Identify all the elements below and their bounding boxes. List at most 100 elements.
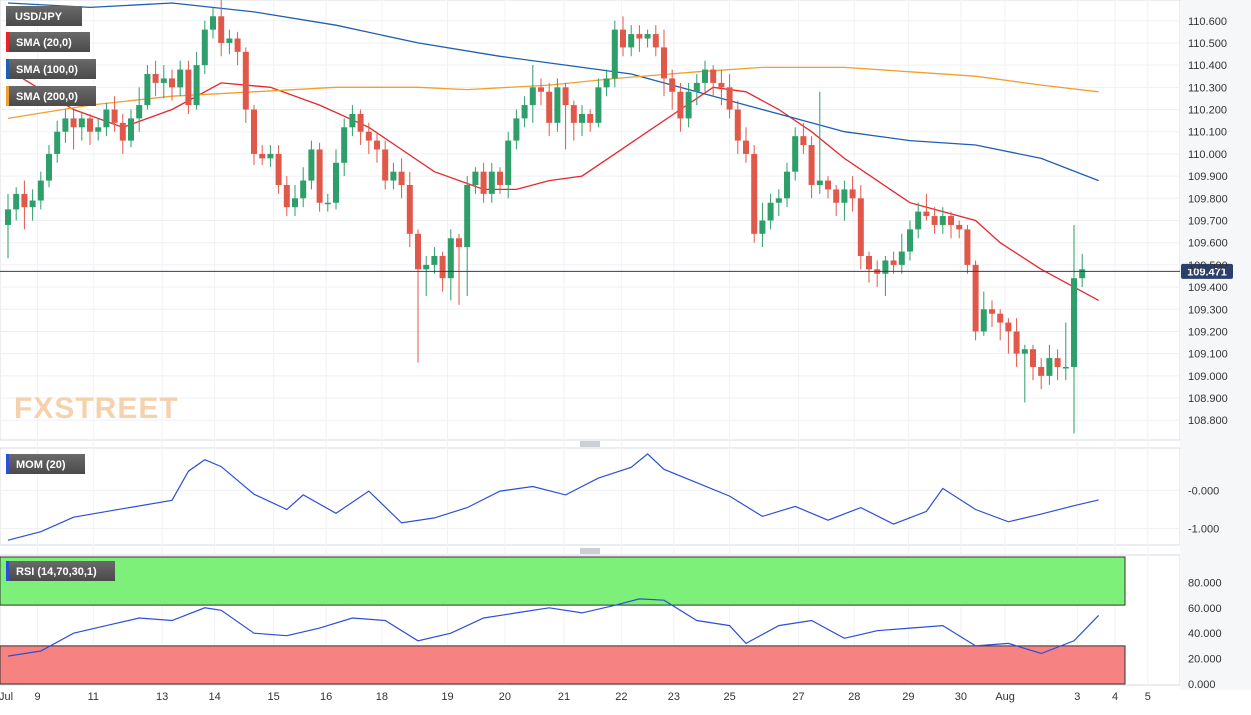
candle-body — [1013, 331, 1020, 354]
candle-body — [431, 256, 438, 265]
x-tick-label: 29 — [902, 691, 914, 703]
candle-body — [669, 78, 676, 92]
candle-body — [661, 47, 667, 79]
candle — [349, 105, 356, 137]
candle-body — [128, 118, 134, 141]
candle — [316, 142, 323, 212]
candle-body — [21, 193, 28, 208]
candle — [661, 29, 667, 97]
legend-sma100[interactable]: SMA (100,0) — [6, 59, 96, 79]
candle — [505, 131, 512, 199]
candle-body — [989, 309, 995, 314]
candle-body — [1005, 322, 1012, 332]
candle — [849, 176, 856, 212]
candle-body — [488, 171, 495, 194]
candle-body — [521, 105, 528, 119]
candle — [62, 109, 69, 143]
candle-body — [734, 109, 741, 141]
candle — [890, 251, 897, 274]
candle-body — [907, 229, 913, 252]
candle — [808, 136, 815, 199]
candle — [283, 176, 290, 217]
candle-body — [538, 87, 544, 92]
candle — [333, 149, 339, 210]
candle-body — [620, 29, 626, 48]
legend-sma20[interactable]: SMA (20,0) — [6, 32, 90, 52]
rsi-y-tick: 60.000 — [1188, 603, 1222, 615]
candle-body — [111, 109, 118, 123]
candle — [529, 65, 536, 123]
candle — [1046, 344, 1053, 385]
candle — [5, 193, 11, 259]
candle-body — [800, 136, 807, 146]
price-y-tick: 109.100 — [1188, 349, 1228, 361]
candle-body — [316, 149, 323, 203]
legend-mom[interactable]: MOM (20) — [6, 454, 85, 474]
candle — [480, 162, 487, 203]
candle-body — [1021, 349, 1028, 354]
price-y-tick: 109.000 — [1188, 371, 1228, 383]
candle-body — [1038, 366, 1045, 376]
candle — [308, 140, 315, 190]
legend-rsi[interactable]: RSI (14,70,30,1) — [6, 561, 115, 581]
candle — [759, 202, 766, 248]
candle-body — [54, 131, 61, 154]
x-tick-label: 15 — [268, 691, 280, 703]
candle-body — [308, 149, 315, 181]
candle-body — [119, 122, 126, 141]
candle-body — [546, 91, 553, 123]
candle-body — [70, 118, 77, 128]
price-y-tick: 110.100 — [1188, 127, 1227, 139]
candle — [841, 180, 848, 221]
candle — [292, 184, 298, 217]
candle — [751, 145, 758, 243]
x-tick-label: 22 — [615, 691, 627, 703]
candle — [136, 87, 143, 132]
candle-body — [775, 198, 782, 203]
candle — [562, 82, 569, 150]
candle-body — [956, 224, 963, 230]
current-price-tag: 109.471 — [1181, 263, 1233, 279]
legend-usdjpy[interactable]: USD/JPY — [6, 6, 82, 26]
panel-splitter-2[interactable] — [580, 548, 600, 554]
y-axis-strip — [1180, 0, 1251, 690]
legend-sma200[interactable]: SMA (200,0) — [6, 86, 96, 106]
candle — [185, 60, 192, 114]
candle — [669, 69, 676, 110]
candle-body — [472, 171, 479, 185]
candle-body — [611, 29, 618, 79]
candle — [980, 291, 987, 336]
candle — [964, 224, 971, 274]
candle — [87, 113, 93, 146]
watermark: FXSTREET — [14, 392, 179, 425]
x-tick-label: 14 — [209, 691, 221, 703]
candle-body — [603, 78, 610, 88]
sma-layer — [7, 2, 1099, 301]
x-tick-label: Jul — [0, 691, 13, 703]
candle-body — [13, 193, 20, 210]
x-tick-label: 28 — [848, 691, 860, 703]
candle — [825, 176, 831, 199]
candle-body — [283, 184, 290, 208]
candle-body — [816, 180, 823, 185]
candle — [833, 184, 840, 217]
candle-body — [29, 200, 36, 208]
candle-body — [587, 113, 594, 123]
x-tick-label: 3 — [1074, 691, 1080, 703]
candle — [702, 60, 708, 92]
candle — [882, 256, 889, 296]
x-tick-label: 25 — [723, 691, 735, 703]
candle-body — [341, 127, 348, 163]
panel-splitter-1[interactable] — [580, 441, 600, 447]
momentum-panel[interactable] — [0, 447, 1181, 546]
candle-body — [759, 220, 766, 234]
candle — [447, 229, 454, 301]
candle-body — [644, 34, 651, 39]
candle — [775, 189, 782, 217]
price-y-tick: 109.300 — [1188, 304, 1228, 316]
candle-body — [267, 153, 274, 159]
candle — [29, 189, 36, 221]
rsi-line — [7, 598, 1100, 657]
candle — [357, 109, 364, 146]
